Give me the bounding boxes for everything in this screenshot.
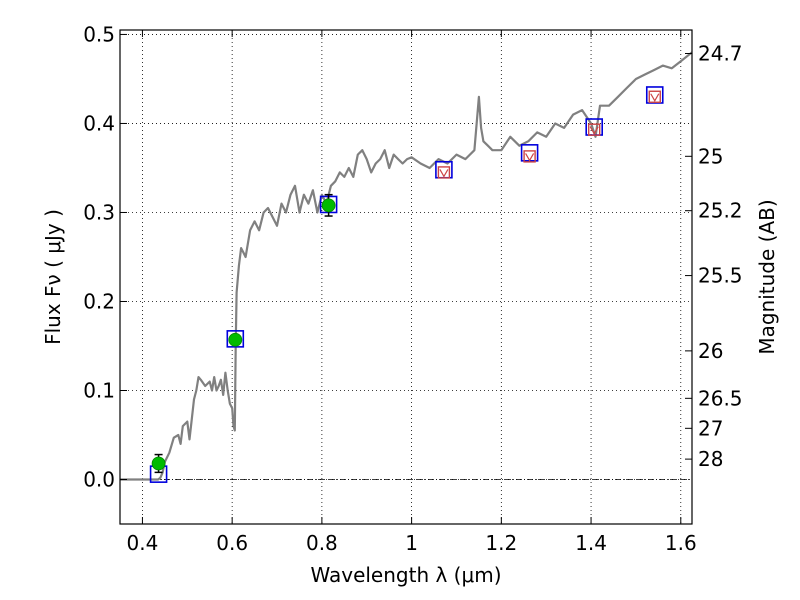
detection-point	[228, 332, 243, 347]
upper-limit-arrow	[525, 153, 535, 162]
detection-point	[321, 198, 336, 213]
y-axis-label: Flux Fν ( μJy )	[41, 209, 65, 345]
y-tick-label: 0.2	[83, 289, 115, 313]
secondary-y-axis-label: Magnitude (AB)	[755, 199, 779, 354]
upper-limit-marker	[523, 150, 536, 163]
y-tick-label: 0.1	[83, 378, 115, 402]
upper-limit-marker	[648, 90, 661, 103]
x-tick-label: 0.6	[216, 531, 248, 555]
y2-tick-label: 27	[698, 416, 723, 440]
detection-point	[151, 456, 166, 471]
upper-limit-arrow	[589, 126, 599, 135]
grid	[120, 30, 692, 524]
upper-limit-marker	[587, 123, 601, 136]
plot-frame	[119, 29, 693, 525]
model-spectrum-line	[120, 51, 693, 481]
y2-tick-label: 25	[698, 144, 723, 168]
y-tick-label: 0.5	[83, 22, 115, 46]
model-photometry-box	[226, 330, 245, 348]
upper-limit-marker	[437, 166, 451, 179]
upper-limit-arrow	[650, 93, 660, 102]
y2-tick-label: 26	[698, 339, 723, 363]
model-photometry-box	[645, 86, 664, 104]
x-axis-label: Wavelength λ (μm)	[310, 563, 501, 587]
x-axis: 0.4 0.6 0.8 1 1.2 1.4 1.6	[127, 30, 697, 555]
x-tick-label: 1.2	[485, 531, 517, 555]
upper-limit-arrow	[439, 169, 449, 178]
y-axis: 0.0 0.1 0.2 0.3 0.4 0.5	[83, 22, 127, 491]
x-tick-label: 1.4	[575, 531, 607, 555]
y-tick-label: 0.3	[83, 200, 115, 224]
x-tick-label: 0.8	[306, 531, 338, 555]
y2-tick-label: 28	[698, 447, 723, 471]
x-tick-label: 0.4	[127, 531, 159, 555]
secondary-y-axis: 24.7 25 25.2 25.5 26 26.5 27 28	[685, 41, 743, 471]
y2-tick-label: 24.7	[698, 41, 743, 65]
y2-tick-label: 25.2	[698, 199, 743, 223]
x-tick-label: 1	[405, 531, 418, 555]
y-tick-label: 0.4	[83, 111, 115, 135]
x-tick-label: 1.6	[665, 531, 697, 555]
y2-tick-label: 26.5	[698, 386, 743, 410]
plot-area	[120, 51, 693, 483]
y-tick-label: 0.0	[83, 467, 115, 491]
y2-tick-label: 25.5	[698, 264, 743, 288]
